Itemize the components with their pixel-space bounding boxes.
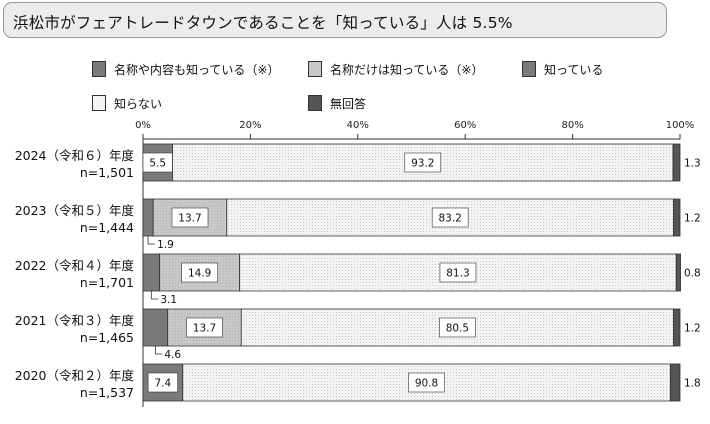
category-label-year: 2024（令和６）年度: [15, 148, 135, 163]
bar-segment-detail: [142, 253, 161, 292]
data-label-detail: 4.6: [164, 349, 181, 361]
callout-line: [150, 291, 159, 300]
x-tick-label: 20%: [239, 120, 261, 131]
data-label-box: [404, 152, 442, 173]
bar-segment-noans: [669, 363, 681, 402]
x-tick-label: 40%: [347, 120, 369, 131]
data-label-detail: 3.1: [160, 294, 177, 306]
category-label-year: 2021（令和３）年度: [15, 313, 135, 328]
legend-swatch-noans: [308, 95, 322, 111]
data-label-name: 13.7: [193, 323, 216, 335]
x-tick-label: 80%: [561, 120, 583, 131]
data-label-know: 7.4: [155, 378, 172, 390]
bar-segment-noans: [675, 253, 681, 292]
data-label-noans: 1.3: [684, 158, 701, 170]
legend-swatch-name: [308, 61, 322, 77]
data-label-dont: 83.2: [438, 213, 461, 225]
legend-label-dont: 知らない: [114, 97, 163, 111]
legend-label-detail: 名称や内容も知っている（※）: [114, 63, 280, 77]
x-tick-label: 100%: [666, 120, 695, 131]
category-label-year: 2020（令和２）年度: [15, 368, 135, 383]
legend-label-noans: 無回答: [330, 97, 367, 111]
legend-label-name: 名称だけは知っている（※）: [330, 63, 484, 77]
data-label-box: [431, 207, 469, 228]
data-label-name: 13.7: [178, 213, 201, 225]
category-label-year: 2023（令和５）年度: [15, 203, 135, 218]
data-label-dont: 81.3: [446, 268, 469, 280]
data-label-know: 5.5: [149, 158, 166, 170]
bar-segment-noans: [672, 143, 681, 182]
callout-line: [154, 346, 163, 355]
data-label-box: [171, 207, 209, 228]
bar-segment-noans: [673, 308, 681, 347]
data-label-dont: 80.5: [446, 323, 469, 335]
legend-swatch-detail: [92, 61, 106, 77]
category-label-n: n=1,701: [80, 275, 134, 290]
title-box: 浜松市がフェアトレードタウンであることを「知っている」人は 5.5%: [3, 2, 667, 38]
data-label-box: [181, 262, 218, 283]
x-tick-label: 0%: [135, 120, 151, 131]
data-label-name: 14.9: [188, 268, 211, 280]
bar-segment-noans: [673, 198, 681, 237]
category-label-n: n=1,444: [80, 220, 134, 235]
callout-line: [147, 236, 156, 245]
category-label-n: n=1,465: [80, 330, 134, 345]
data-label-box: [147, 372, 178, 393]
chart-title: 浜松市がフェアトレードタウンであることを「知っている」人は 5.5%: [13, 14, 513, 32]
x-tick-label: 60%: [454, 120, 476, 131]
data-label-noans: 1.2: [684, 323, 701, 335]
data-label-box: [186, 317, 223, 338]
data-label-detail: 1.9: [157, 239, 174, 251]
bar-segment-detail: [142, 198, 154, 237]
data-label-dont: 93.2: [411, 158, 434, 170]
legend-swatch-dont: [92, 95, 106, 111]
data-label-box: [408, 372, 445, 393]
data-label-noans: 1.2: [684, 213, 701, 225]
legend-label-know: 知っている: [544, 63, 604, 77]
data-label-dont: 90.8: [415, 378, 438, 390]
legend-swatch-know: [522, 61, 536, 77]
bar-segment-detail: [142, 308, 169, 347]
data-label-noans: 1.8: [684, 378, 701, 390]
data-label-noans: 0.8: [684, 268, 701, 280]
data-label-box: [439, 262, 477, 283]
category-label-n: n=1,501: [80, 165, 134, 180]
category-label-n: n=1,537: [80, 385, 134, 400]
category-label-year: 2022（令和４）年度: [15, 258, 135, 273]
data-label-box: [439, 317, 476, 338]
